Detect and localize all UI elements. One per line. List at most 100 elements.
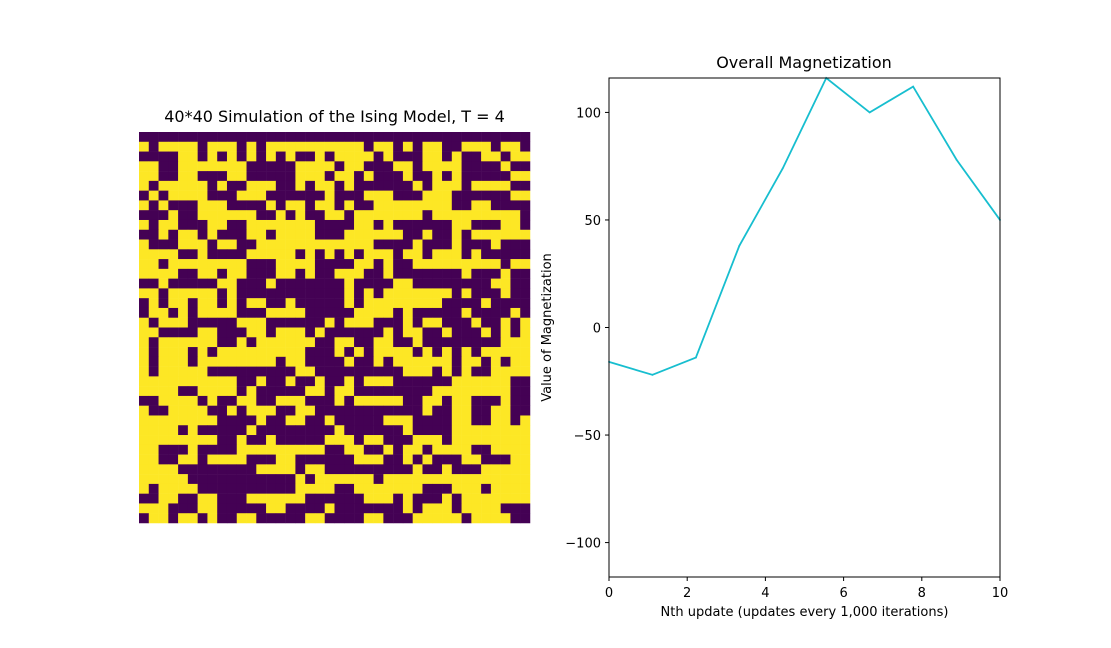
heatmap-cell — [148, 288, 159, 299]
heatmap-cell — [236, 190, 247, 201]
heatmap-cell — [500, 415, 511, 426]
heatmap-cell — [412, 200, 423, 211]
heatmap-cell — [226, 317, 237, 328]
heatmap-cell — [344, 317, 355, 328]
heatmap-cell — [363, 356, 374, 367]
heatmap-cell — [344, 425, 355, 436]
heatmap-cell — [236, 513, 247, 524]
heatmap-cell — [324, 317, 335, 328]
heatmap-cell — [305, 366, 316, 377]
heatmap-cell — [471, 464, 482, 475]
heatmap-cell — [197, 464, 208, 475]
heatmap-cell — [148, 347, 159, 358]
heatmap-cell — [490, 132, 501, 143]
heatmap-cell — [305, 171, 316, 182]
heatmap-cell — [197, 180, 208, 191]
heatmap-cell — [471, 513, 482, 524]
y-axis-label: Value of Magnetization — [540, 253, 555, 402]
heatmap-cell — [207, 356, 218, 367]
heatmap-cell — [354, 278, 365, 289]
heatmap-cell — [187, 395, 198, 406]
heatmap-cell — [187, 200, 198, 211]
heatmap-cell — [344, 405, 355, 416]
heatmap-cell — [207, 132, 218, 143]
heatmap-cell — [334, 268, 345, 279]
heatmap-cell — [500, 356, 511, 367]
heatmap-cell — [432, 210, 443, 221]
heatmap-cell — [197, 229, 208, 240]
heatmap-cell — [461, 425, 472, 436]
heatmap-cell — [451, 151, 462, 162]
heatmap-cell — [187, 356, 198, 367]
heatmap-cell — [256, 268, 267, 279]
line-chart-title: Overall Magnetization — [716, 53, 892, 72]
heatmap-cell — [402, 503, 413, 514]
heatmap-cell — [266, 268, 277, 279]
heatmap-cell — [266, 513, 277, 524]
heatmap-cell — [217, 483, 228, 494]
heatmap-cell — [139, 259, 150, 270]
heatmap-cell — [314, 425, 325, 436]
heatmap-cell — [354, 474, 365, 485]
heatmap-cell — [344, 415, 355, 426]
heatmap-cell — [354, 366, 365, 377]
heatmap-cell — [178, 219, 189, 230]
heatmap-cell — [510, 239, 521, 250]
heatmap-cell — [442, 356, 453, 367]
heatmap-cell — [442, 366, 453, 377]
heatmap-cell — [236, 347, 247, 358]
heatmap-cell — [451, 288, 462, 299]
heatmap-cell — [275, 210, 286, 221]
heatmap-cell — [187, 132, 198, 143]
heatmap-cell — [178, 327, 189, 338]
heatmap-cell — [148, 190, 159, 201]
heatmap-cell — [481, 395, 492, 406]
heatmap-cell — [178, 298, 189, 309]
heatmap-cell — [168, 405, 179, 416]
heatmap-cell — [442, 405, 453, 416]
heatmap-cell — [314, 307, 325, 318]
heatmap-cell — [246, 317, 257, 328]
heatmap-cell — [471, 483, 482, 494]
heatmap-cell — [481, 454, 492, 465]
heatmap-cell — [354, 405, 365, 416]
heatmap-cell — [207, 444, 218, 455]
heatmap-cell — [451, 249, 462, 260]
heatmap-cell — [226, 219, 237, 230]
heatmap-cell — [500, 474, 511, 485]
y-tick-label: −50 — [574, 429, 601, 444]
heatmap-cell — [363, 425, 374, 436]
heatmap-cell — [295, 210, 306, 221]
heatmap-cell — [500, 435, 511, 446]
heatmap-cell — [305, 259, 316, 270]
heatmap-cell — [197, 474, 208, 485]
heatmap-cell — [148, 171, 159, 182]
heatmap-cell — [285, 395, 296, 406]
heatmap-cell — [324, 366, 335, 377]
heatmap-cell — [266, 425, 277, 436]
heatmap-cell — [178, 347, 189, 358]
heatmap-cell — [226, 415, 237, 426]
heatmap-cell — [500, 503, 511, 514]
heatmap-cell — [481, 474, 492, 485]
heatmap-cell — [490, 259, 501, 270]
heatmap-cell — [314, 337, 325, 348]
heatmap-cell — [236, 259, 247, 270]
heatmap-cell — [226, 288, 237, 299]
heatmap-cell — [305, 278, 316, 289]
heatmap-cell — [334, 415, 345, 426]
heatmap-cell — [402, 268, 413, 279]
heatmap-cell — [197, 161, 208, 172]
heatmap-cell — [285, 464, 296, 475]
heatmap-cell — [168, 171, 179, 182]
heatmap-cell — [236, 298, 247, 309]
heatmap-cell — [344, 376, 355, 387]
heatmap-cell — [256, 298, 267, 309]
heatmap-cell — [402, 327, 413, 338]
heatmap-cell — [266, 464, 277, 475]
heatmap-cell — [266, 444, 277, 455]
heatmap-cell — [490, 483, 501, 494]
heatmap-cell — [432, 503, 443, 514]
heatmap-cell — [363, 141, 374, 152]
